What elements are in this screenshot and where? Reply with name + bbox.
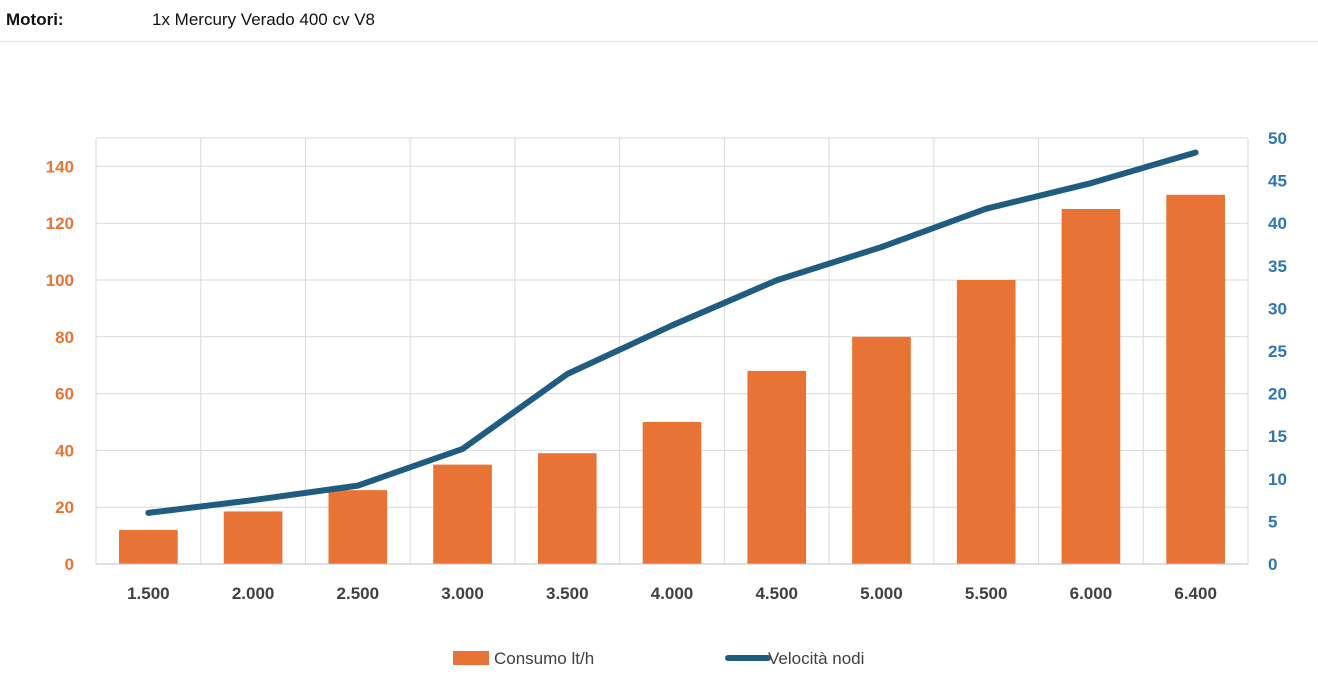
y-right-tick-label: 35 [1268, 257, 1287, 276]
y-left-tick-label: 20 [55, 498, 74, 517]
x-tick-label: 6.000 [1070, 584, 1113, 603]
y-left-tick-label: 0 [65, 555, 74, 574]
bar-consumo [747, 370, 807, 564]
y-right-tick-label: 25 [1268, 342, 1287, 361]
y-right-tick-label: 50 [1268, 129, 1287, 148]
y-right-tick-label: 40 [1268, 214, 1287, 233]
x-tick-label: 1.500 [127, 584, 170, 603]
y-left-tick-label: 80 [55, 328, 74, 347]
x-tick-label: 3.500 [546, 584, 589, 603]
y-left-tick-label: 60 [55, 385, 74, 404]
x-tick-label: 4.500 [755, 584, 798, 603]
bar-consumo [537, 453, 597, 564]
legend: Consumo lt/h Velocità nodi [453, 649, 864, 668]
x-tick-label: 5.500 [965, 584, 1008, 603]
x-tick-label: 4.000 [651, 584, 694, 603]
x-tick-label: 3.000 [441, 584, 484, 603]
bar-consumo [119, 529, 178, 564]
legend-swatch-consumo [453, 651, 489, 665]
bar-consumo [1061, 209, 1121, 564]
y-right-tick-label: 45 [1268, 172, 1287, 191]
y-right-tick-label: 20 [1268, 385, 1287, 404]
bar-consumo [223, 511, 283, 564]
bar-consumo [433, 464, 492, 564]
y-left-tick-label: 100 [46, 271, 74, 290]
engines-value: 1x Mercury Verado 400 cv V8 [152, 10, 376, 29]
y-right-tick-label: 15 [1268, 427, 1287, 446]
line-series [145, 149, 1199, 516]
x-tick-label: 2.500 [337, 584, 380, 603]
header-bar: Motori: 1x Mercury Verado 400 cv V8 [0, 0, 1318, 42]
axes: 0 20 40 60 80 100 120 140 0 5 10 15 20 25 30 35 40 45 50 1.… [46, 129, 1287, 603]
bar-consumo [642, 422, 702, 564]
y-left-tick-label: 140 [46, 157, 74, 176]
x-tick-label: 5.000 [860, 584, 903, 603]
line-velocita [145, 149, 1199, 516]
bar-consumo [852, 336, 911, 564]
y-right-tick-label: 0 [1268, 555, 1277, 574]
bar-consumo [328, 490, 388, 564]
bar-consumo [1166, 194, 1225, 565]
legend-label-consumo: Consumo lt/h [494, 649, 594, 668]
x-tick-label: 6.400 [1174, 584, 1217, 603]
y-right-tick-label: 10 [1268, 470, 1287, 489]
engines-label: Motori: [6, 10, 64, 29]
x-tick-label: 2.000 [232, 584, 275, 603]
legend-label-velocita: Velocità nodi [768, 649, 864, 668]
y-right-tick-label: 5 [1268, 512, 1277, 531]
bar-consumo [956, 280, 1016, 564]
y-left-tick-label: 40 [55, 441, 74, 460]
y-left-tick-label: 120 [46, 214, 74, 233]
bar-series [119, 194, 1225, 565]
y-right-tick-label: 30 [1268, 299, 1287, 318]
